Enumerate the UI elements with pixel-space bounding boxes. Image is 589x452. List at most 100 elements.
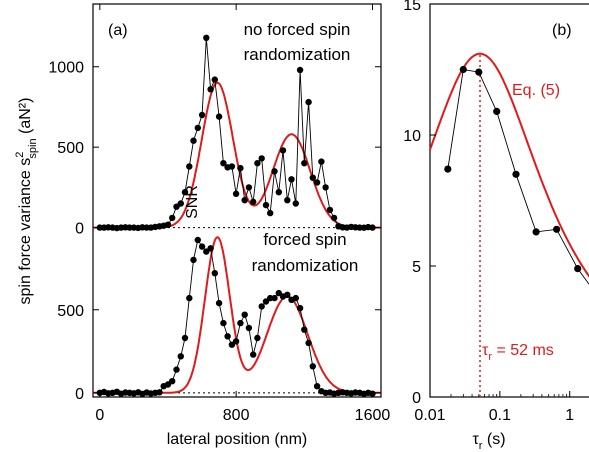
- snr-point: [532, 228, 540, 236]
- snr-connecting-line: [447, 68, 589, 285]
- data-point: [305, 339, 312, 347]
- data-point: [215, 299, 223, 307]
- panel-b-frame: [429, 3, 589, 398]
- data-point: [275, 189, 282, 196]
- x-tick-label: 1600: [355, 407, 391, 424]
- data-point: [181, 334, 189, 342]
- data-point: [173, 366, 180, 373]
- y-tick-label: 0: [75, 386, 84, 403]
- data-point: [194, 124, 201, 132]
- data-point: [313, 383, 321, 390]
- tau-x-tick-label: 0.01: [414, 407, 445, 424]
- data-point: [220, 319, 227, 327]
- data-point: [169, 378, 176, 385]
- data-point: [203, 34, 210, 41]
- data-point: [177, 353, 184, 360]
- data-point: [164, 221, 172, 228]
- panel-b: 0 5 10 15 0.01 0.1 1 (b) Eq. (5) τr = 52 ms SN…: [184, 0, 589, 452]
- data-point: [322, 184, 329, 191]
- data-point: [241, 197, 248, 204]
- data-connecting-line: [99, 37, 373, 229]
- data-point: [254, 160, 261, 167]
- data-point: [232, 338, 240, 345]
- panel-a-x-axis-label: lateral position (nm): [167, 431, 308, 448]
- snr-point: [493, 107, 501, 115]
- snr-y-tick-label: 0: [412, 390, 421, 407]
- data-point: [186, 294, 193, 302]
- data-point: [156, 389, 163, 396]
- data-point: [232, 190, 240, 197]
- data-point: [288, 176, 295, 183]
- panel-a-data-points: [96, 34, 376, 397]
- data-point: [250, 198, 257, 206]
- data-point: [309, 174, 316, 181]
- data-point: [190, 256, 197, 264]
- data-point: [211, 76, 218, 83]
- data-point: [245, 324, 253, 332]
- bottom-annotation-line-1: forced spin: [263, 230, 346, 249]
- data-point: [292, 200, 299, 207]
- panel-a-ticks: 0 500 1000 0 500 0 800 1600: [48, 4, 390, 424]
- panel-a-label: (a): [108, 22, 128, 39]
- data-point: [220, 160, 227, 167]
- snr-y-tick-label: 10: [403, 128, 421, 145]
- data-point: [279, 147, 287, 154]
- data-point: [330, 214, 338, 222]
- panel-b-data-points: [444, 65, 582, 273]
- bottom-annotation-line-2: randomization: [252, 256, 359, 275]
- panel-b-y-axis-label: SNR: [184, 185, 201, 219]
- data-point: [254, 334, 261, 342]
- panel-a-frame: [92, 3, 382, 398]
- data-point: [177, 200, 184, 207]
- data-point: [186, 163, 193, 170]
- data-point: [190, 137, 197, 144]
- data-point: [241, 311, 248, 318]
- data-point: [267, 209, 274, 217]
- snr-point: [444, 165, 452, 173]
- panel-b-label: (b): [552, 22, 572, 39]
- data-point: [284, 291, 291, 298]
- x-tick-label: 0: [95, 407, 104, 424]
- data-point: [207, 86, 214, 93]
- data-point: [198, 243, 206, 250]
- data-point: [258, 303, 265, 310]
- snr-y-tick-label: 15: [403, 0, 421, 14]
- data-point: [169, 214, 176, 222]
- tau-x-tick-label: 0.1: [489, 407, 511, 424]
- snr-y-tick-label: 5: [412, 259, 421, 276]
- data-point: [211, 270, 218, 277]
- snr-point: [574, 265, 582, 273]
- gaussian-fit-curve: [93, 81, 381, 229]
- snr-point: [459, 65, 467, 74]
- data-point: [369, 224, 376, 231]
- top-annotation-line-1: no forced spin: [244, 20, 351, 39]
- data-point: [309, 363, 316, 370]
- snr-point: [512, 170, 520, 178]
- tau-x-tick-label: 1: [565, 407, 574, 424]
- data-point: [284, 197, 291, 204]
- panel-a-y-axis-label: spin force variance s2spin (aN²): [14, 98, 39, 305]
- data-point: [228, 163, 236, 170]
- data-point: [262, 201, 270, 209]
- panel-b-fit: [429, 52, 589, 278]
- fit-label: Eq. (5): [512, 82, 560, 99]
- data-point: [198, 111, 206, 119]
- data-point: [301, 160, 308, 167]
- data-point: [194, 236, 201, 244]
- snr-point: [475, 68, 483, 76]
- panel-b-x-axis-label: τr (s): [472, 431, 505, 452]
- data-point: [207, 245, 214, 252]
- data-point: [271, 168, 278, 175]
- y-tick-label: 0: [75, 221, 84, 238]
- x-tick-label: 800: [223, 407, 250, 424]
- data-point: [237, 319, 244, 327]
- data-point: [245, 184, 253, 191]
- data-point: [181, 189, 189, 196]
- data-point: [318, 158, 325, 165]
- data-point: [258, 155, 265, 162]
- panel-a-baselines: [93, 227, 381, 394]
- data-point: [296, 304, 304, 312]
- data-point: [296, 66, 304, 74]
